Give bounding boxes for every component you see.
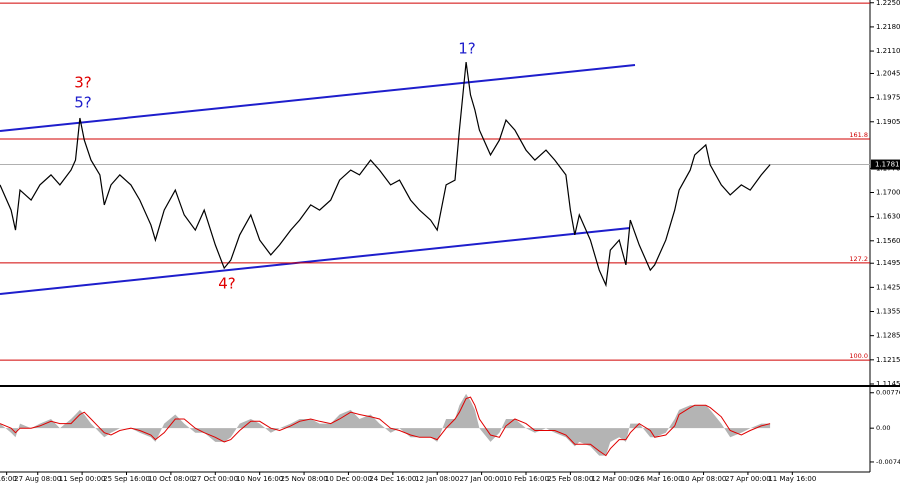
x-tick-label: 25 Nov 08:00 — [280, 475, 327, 483]
osc-y-tick-label: 0.00 — [876, 424, 890, 432]
level-label: 100.0 — [849, 352, 868, 360]
x-tick-label: 10 Nov 16:00 — [236, 475, 283, 483]
y-tick-label: 1.1425 — [876, 283, 900, 291]
x-tick-label: 16:00 — [0, 475, 17, 483]
osc-y-tick-label: 0.00776 — [876, 389, 900, 397]
x-tick-label: 27 Oct 00:00 — [192, 475, 238, 483]
y-tick-label: 1.1700 — [876, 189, 900, 197]
price-line — [0, 62, 771, 288]
y-tick-label: 1.2250 — [876, 0, 900, 7]
y-tick-label: 1.1145 — [876, 380, 900, 388]
y-tick-label: 1.1355 — [876, 308, 900, 316]
last-price-box — [871, 159, 900, 170]
x-tick-label: 10 Apr 08:00 — [681, 475, 727, 483]
wave-label: 4? — [218, 275, 236, 293]
y-tick-label: 1.1630 — [876, 213, 900, 221]
wave-label: 5? — [74, 94, 92, 112]
x-tick-label: 11 Sep 00:00 — [59, 475, 106, 483]
y-tick-label: 1.1975 — [876, 94, 900, 102]
x-tick-label: 27 Aug 08:00 — [14, 475, 61, 483]
osc-histogram — [0, 393, 771, 456]
last-price-label: 1.1781 — [875, 161, 900, 169]
y-tick-label: 1.1905 — [876, 118, 900, 126]
y-tick-label: 1.2110 — [876, 47, 900, 55]
wave-label: 3? — [74, 74, 92, 92]
x-tick-label: 10 Dec 00:00 — [325, 475, 372, 483]
y-tick-label: 1.2180 — [876, 23, 900, 31]
channel-lower — [0, 227, 631, 295]
x-tick-label: 10 Oct 08:00 — [148, 475, 194, 483]
osc-y-tick-label: -0.0074 — [876, 458, 900, 466]
level-label: 161.8 — [849, 131, 868, 139]
x-tick-label: 25 Sep 16:00 — [103, 475, 150, 483]
x-tick-label: 27 Jan 00:00 — [459, 475, 503, 483]
x-tick-label: 25 Feb 08:00 — [547, 475, 593, 483]
x-tick-label: 27 Apr 00:00 — [725, 475, 771, 483]
y-tick-label: 1.1495 — [876, 259, 900, 267]
channel-upper — [0, 64, 636, 132]
x-tick-label: 12 Jan 08:00 — [415, 475, 459, 483]
x-tick-label: 12 Mar 00:00 — [591, 475, 638, 483]
x-tick-label: 11 May 16:00 — [768, 475, 816, 483]
level-label: 127.2 — [849, 255, 868, 263]
wave-label: 1? — [458, 40, 476, 58]
x-tick-label: 10 Feb 16:00 — [503, 475, 549, 483]
x-tick-label: 24 Dec 16:00 — [369, 475, 416, 483]
x-tick-label: 26 Mar 16:00 — [636, 475, 683, 483]
y-tick-label: 1.1215 — [876, 356, 900, 364]
y-tick-label: 1.1560 — [876, 237, 900, 245]
osc-signal — [0, 396, 771, 457]
y-tick-label: 1.2045 — [876, 69, 900, 77]
y-tick-label: 1.1285 — [876, 332, 900, 340]
